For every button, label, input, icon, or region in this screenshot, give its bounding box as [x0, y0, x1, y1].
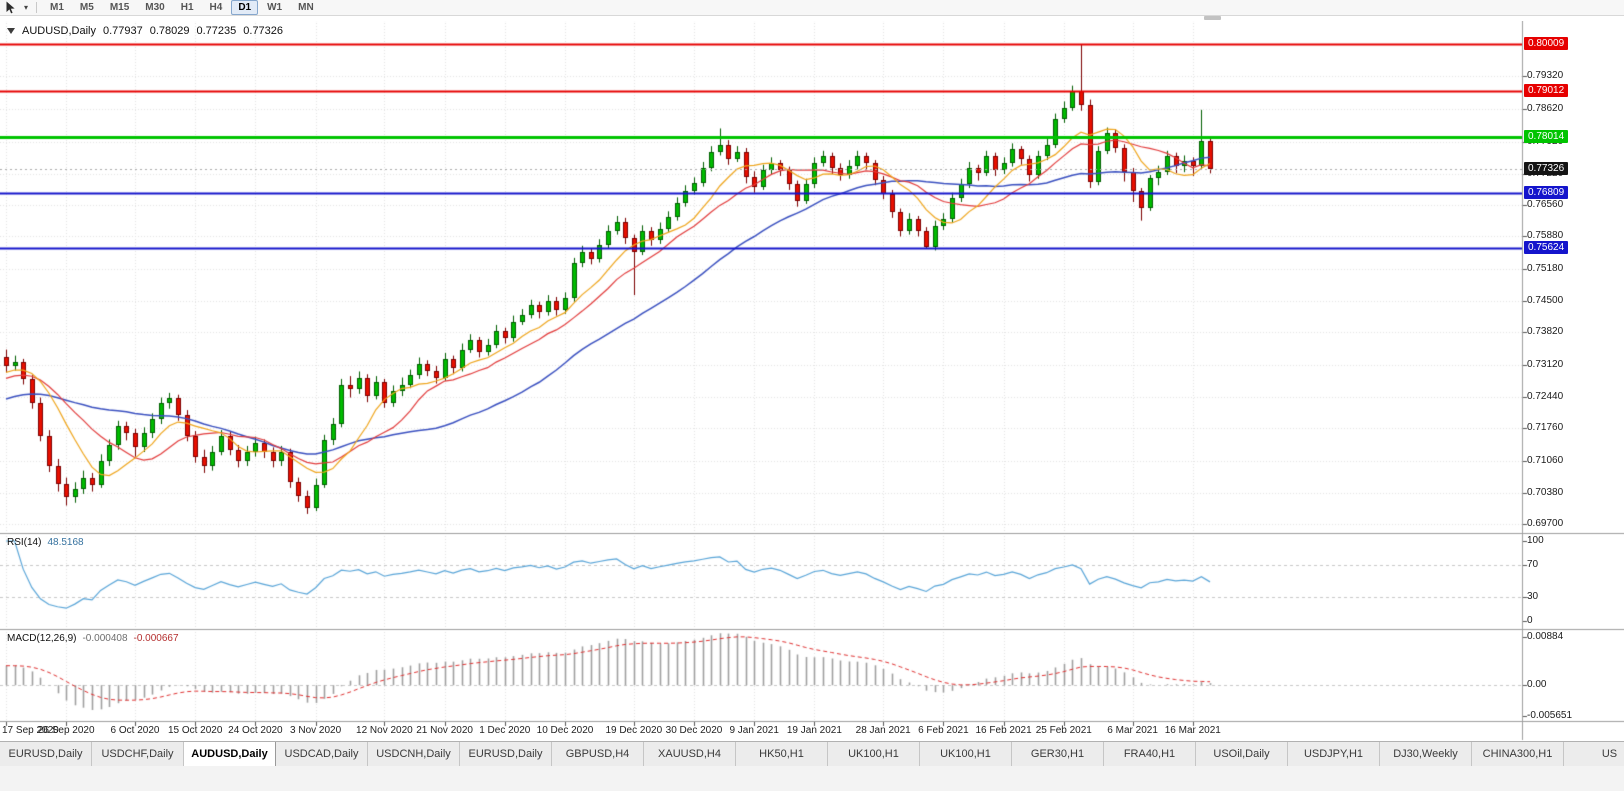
chart-tab-hk50-h1[interactable]: HK50,H1	[736, 742, 828, 766]
chart-tab-china300-h1[interactable]: CHINA300,H1	[1472, 742, 1564, 766]
chart-tab-gbpusd-h4[interactable]: GBPUSD,H4	[552, 742, 644, 766]
timeframe-m30[interactable]: M30	[145, 2, 165, 13]
chart-tab-fra40-h1[interactable]: FRA40,H1	[1104, 742, 1196, 766]
timeframe-h1[interactable]: H1	[180, 2, 194, 13]
chart-tab-usdjpy-h1[interactable]: USDJPY,H1	[1288, 742, 1380, 766]
chart-tab-dj30-weekly[interactable]: DJ30,Weekly	[1380, 742, 1472, 766]
timeframe-d1[interactable]: D1	[231, 0, 259, 15]
chart-tab-us[interactable]: US	[1564, 742, 1624, 766]
timeframe-toolbar: ▾ M1 M5 M15 M30 H1 H4 D1 W1 MN	[0, 0, 1624, 16]
timeframe-m5[interactable]: M5	[79, 2, 94, 13]
timeframe-m15[interactable]: M15	[109, 2, 130, 13]
price-scale[interactable]	[1522, 21, 1624, 722]
timeframe-h4[interactable]: H4	[209, 2, 223, 13]
chart-hscrollbar[interactable]	[0, 16, 1624, 21]
timeframe-w1[interactable]: W1	[267, 2, 283, 13]
timeframe-m1[interactable]: M1	[50, 2, 64, 13]
chart-tab-bar: EURUSD,Daily USDCHF,Daily AUDUSD,Daily USDC…	[0, 741, 1624, 766]
chart-tab-eurusd-daily[interactable]: EURUSD,Daily	[460, 742, 552, 766]
toolbar-separator	[36, 2, 37, 13]
scrollbar-thumb[interactable]	[1204, 16, 1221, 20]
window-bottom-strip	[0, 766, 1624, 791]
chart-menu-caret-icon[interactable]: ▾	[23, 3, 28, 12]
pane-separator-rsi[interactable]	[0, 532, 1522, 535]
timeframe-buttons: M1 M5 M15 M30 H1 H4 D1 W1 MN	[42, 0, 322, 15]
chart-tab-uk100-h1[interactable]: UK100,H1	[920, 742, 1012, 766]
chart-tab-usdcad-daily[interactable]: USDCAD,Daily	[276, 742, 368, 766]
chart-tab-usoil-daily[interactable]: USOil,Daily	[1196, 742, 1288, 766]
pane-separator-macd[interactable]	[0, 628, 1522, 631]
timeframe-mn[interactable]: MN	[298, 2, 314, 13]
chart-tab-uk100-h1[interactable]: UK100,H1	[828, 742, 920, 766]
chart-tab-ger30-h1[interactable]: GER30,H1	[1012, 742, 1104, 766]
cursor-tool-icon[interactable]	[3, 1, 18, 14]
chart-tab-xauusd-h4[interactable]: XAUUSD,H4	[644, 742, 736, 766]
time-scale[interactable]	[0, 722, 1522, 740]
chart-tab-eurusd-daily[interactable]: EURUSD,Daily	[0, 742, 92, 766]
chart-tab-audusd-daily[interactable]: AUDUSD,Daily	[184, 742, 276, 766]
chart-tab-usdcnh-daily[interactable]: USDCNH,Daily	[368, 742, 460, 766]
chart-tab-usdchf-daily[interactable]: USDCHF,Daily	[92, 742, 184, 766]
